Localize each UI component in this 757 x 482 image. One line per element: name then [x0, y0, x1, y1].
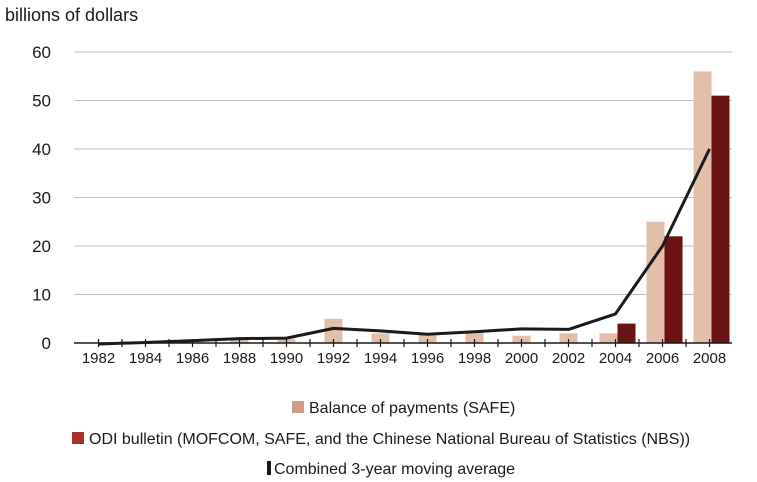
- series-line-average: [98, 148, 711, 346]
- legend-swatch-bop: [292, 401, 304, 413]
- x-tick-1998: 1998: [458, 350, 491, 367]
- legend: Balance of payments (SAFE) ODI bulletin …: [72, 400, 690, 478]
- bar-bop-2004: [599, 333, 618, 343]
- x-tick-1982: 1982: [82, 350, 115, 367]
- x-tick-1988: 1988: [223, 350, 256, 367]
- legend-label-avg: Combined 3-year moving average: [274, 461, 515, 478]
- bar-bop-2006: [646, 221, 665, 343]
- x-tick-2008: 2008: [693, 350, 726, 367]
- y-unit-label: billions of dollars: [5, 5, 138, 25]
- x-axis: [74, 339, 732, 347]
- bar-odi-2004: [617, 323, 636, 343]
- legend-item-odi: ODI bulletin (MOFCOM, SAFE, and the Chin…: [72, 431, 690, 448]
- y-tick-20: 20: [32, 237, 51, 256]
- bar-bop-2008: [693, 71, 712, 344]
- legend-swatch-avg: [267, 461, 271, 475]
- legend-item-avg: Combined 3-year moving average: [267, 461, 515, 478]
- legend-label-bop: Balance of payments (SAFE): [309, 400, 515, 417]
- x-tick-2004: 2004: [599, 350, 632, 367]
- bar-odi-2008: [711, 95, 730, 344]
- bar-bop-1996: [418, 333, 437, 343]
- y-tick-0: 0: [42, 334, 51, 353]
- bar-odi-2006: [664, 236, 683, 343]
- x-tick-1990: 1990: [270, 350, 303, 367]
- x-tick-1992: 1992: [317, 350, 350, 367]
- legend-swatch-odi: [72, 432, 84, 444]
- x-tick-labels: 1982 1984 1986 1988 1990 1992 1994 1996 1998 2000…: [82, 350, 726, 367]
- y-tick-labels: 0 10 20 30 40 50 60: [32, 43, 51, 353]
- bar-bop-2002: [559, 333, 578, 343]
- bar-bop-1994: [371, 333, 390, 343]
- x-tick-1996: 1996: [411, 350, 444, 367]
- y-tick-30: 30: [32, 189, 51, 208]
- x-tick-1984: 1984: [129, 350, 162, 367]
- y-tick-10: 10: [32, 286, 51, 305]
- legend-item-bop: Balance of payments (SAFE): [292, 400, 515, 417]
- x-tick-1994: 1994: [364, 350, 397, 367]
- y-tick-50: 50: [32, 92, 51, 111]
- gridlines: [74, 51, 732, 295]
- x-tick-1986: 1986: [176, 350, 209, 367]
- legend-label-odi: ODI bulletin (MOFCOM, SAFE, and the Chin…: [89, 431, 690, 448]
- x-tick-2000: 2000: [505, 350, 538, 367]
- moving-average-line: [98, 148, 711, 346]
- y-tick-60: 60: [32, 43, 51, 62]
- x-tick-2002: 2002: [552, 350, 585, 367]
- y-tick-40: 40: [32, 140, 51, 159]
- x-tick-2006: 2006: [646, 350, 679, 367]
- bar-bop-1998: [465, 330, 484, 343]
- bars: [89, 71, 730, 344]
- bar-bop-1992: [324, 318, 343, 343]
